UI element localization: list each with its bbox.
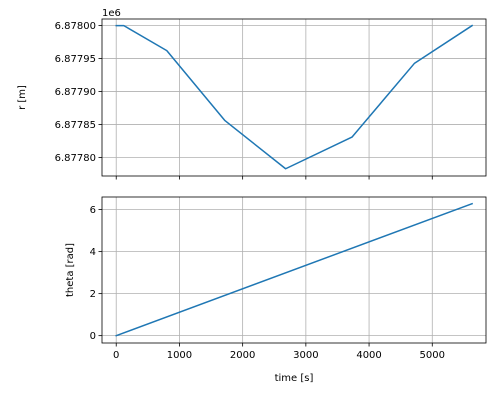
series-line [115, 202, 474, 337]
x-tick-label: 1000 [167, 350, 192, 361]
x-tick-label: 0 [113, 350, 119, 361]
y-tick-label: 2 [90, 289, 96, 300]
y-tick-label: 4 [90, 247, 96, 258]
y-axis-label: theta [rad] [65, 243, 76, 297]
series-line [115, 24, 474, 170]
x-tick-label: 5000 [420, 350, 445, 361]
axes-frame [101, 196, 487, 344]
top-panel-r: 6.87780 6.87785 6.87790 6.87795 6.87800 r [m]… [17, 8, 487, 180]
y-tick-label: 0 [90, 331, 96, 342]
bottom-panel-theta: 0 1000 2000 3000 4000 5000 0 2 4 6 theta [rad] time… [65, 196, 487, 384]
x-tick-label: 2000 [230, 350, 255, 361]
y-tick-label: 6.87800 [55, 21, 96, 32]
y-tick-label: 6 [90, 205, 96, 216]
x-axis-label: time [s] [275, 373, 314, 384]
y-tick-label: 6.87780 [55, 153, 96, 164]
y-tick-label: 6.87795 [55, 54, 96, 65]
y-offset-text: 1e6 [102, 8, 121, 19]
axes-frame [101, 18, 487, 177]
x-tick-label: 4000 [356, 350, 381, 361]
x-tick-label: 3000 [293, 350, 318, 361]
y-tick-label: 6.87785 [55, 120, 96, 131]
y-tick-label: 6.87790 [55, 87, 96, 98]
y-axis-label: r [m] [17, 85, 28, 110]
